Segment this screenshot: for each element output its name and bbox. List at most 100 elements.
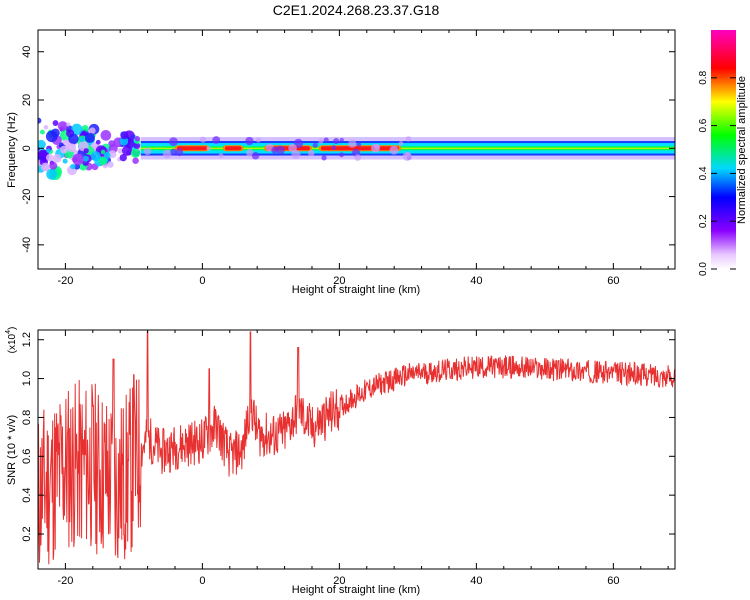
spectral-blob [339,152,344,158]
y-tick-label: 0.4 [21,488,33,503]
spectral-blob [291,149,301,159]
y-tick-label: 0.2 [21,526,33,541]
spectral-blob [66,122,71,127]
spectral-blob [119,153,127,162]
spectral-blob [39,129,45,135]
spectral-blob [206,146,211,151]
spectral-blob [43,124,49,130]
snr-multiplier: (x104) [5,327,18,354]
spectral-blob [199,136,207,143]
x-tick-label: 20 [333,275,345,287]
x-tick-label: 40 [470,575,482,587]
spectral-blob [356,142,362,147]
colorbar: 0.0 0.2 0.4 0.6 0.8 Normalized spectral ampl… [698,30,748,276]
spectral-blob [98,156,108,166]
spectral-blob [312,142,318,148]
spectral-blob [405,136,412,142]
x-tick-label: 60 [607,575,619,587]
spectral-blob [255,137,261,143]
spectral-blob [100,130,112,141]
spectral-blob [62,158,68,164]
spectrogram-xlabel: Height of straight line (km) [292,284,420,296]
snr-xlabel: Height of straight line (km) [292,584,420,596]
snr-panel: -20 0 20 40 60 1.2 1.0 0.8 0.6 0.4 0.2 Height of s… [5,327,676,596]
x-tick-label: -20 [57,575,73,587]
spectral-blob [162,149,172,159]
spectral-blob [60,145,69,154]
spectral-blob [339,137,344,143]
x-tick-label: 0 [199,575,205,587]
spectral-blob [354,154,362,161]
snr-multiplier-base: (x10 [7,333,18,353]
spectral-blob [38,117,42,124]
spectrogram-ticks: -20 0 20 40 60 40 20 0 -20 -40 [21,30,675,287]
spectral-blob [323,137,329,143]
snr-multiplier-close: ) [7,327,18,330]
spectral-blob [79,137,85,142]
spectral-blob [398,141,404,146]
snr-ylabel: SNR (10 * v/v) [6,415,18,485]
snr-series-line [38,331,675,565]
spectral-blob [134,136,141,142]
spectral-blob [212,136,221,144]
spectral-blob [132,157,139,164]
x-tick-label: 0 [199,275,205,287]
spectral-blob [251,151,260,160]
spectral-blob [51,128,60,138]
spectral-blob [307,149,315,157]
snr-ticks: -20 0 20 40 60 1.2 1.0 0.8 0.6 0.4 0.2 [21,330,675,587]
spectral-blob [46,168,58,180]
spectral-blob [218,153,224,158]
x-tick-label: 60 [607,275,619,287]
spectral-blob [107,161,114,168]
spectral-blob [271,146,279,154]
x-tick-label: 40 [470,275,482,287]
spectral-blob [405,152,411,157]
spectral-blob [276,145,285,155]
snr-frame [37,329,676,570]
spectral-blob [57,121,68,131]
spectral-blob [83,148,89,154]
y-tick-label: 1.0 [21,371,33,386]
spectral-blob [49,161,58,170]
y-tick-label: 0 [21,145,33,151]
spectral-blob [90,151,101,162]
spectral-blob [175,148,184,157]
spectral-blob [246,148,254,157]
spectral-blob [100,149,106,155]
spectral-blob [81,125,89,133]
colorbar-tick-label: 0.0 [698,262,709,276]
snr-multiplier-exp: 4 [5,330,12,334]
x-tick-label: -20 [57,275,73,287]
spectral-blob [74,163,81,170]
spectral-blob [120,131,129,140]
spectral-blob [81,130,87,136]
spectral-blob [389,145,399,155]
spectral-blob [38,139,46,150]
spectral-blob [117,148,124,154]
spectrogram-marks [38,117,675,181]
spectrogram-panel: -20 0 20 40 60 40 20 0 -20 -40 Height of straight… [6,29,676,296]
spectral-blob [82,155,89,162]
spectral-blob [45,153,54,162]
spectral-blob [331,145,337,150]
spectral-blob [84,132,95,143]
spectral-blob [72,156,78,163]
svg-text:(x104): (x104) [5,327,18,354]
y-tick-label: 1.2 [21,332,33,347]
spectral-blob [333,138,340,145]
spectral-blob [119,136,129,146]
y-tick-label: 0.8 [21,410,33,425]
spectral-blob [245,136,254,146]
spectral-blob [103,151,111,159]
colorbar-tick-label: 0.2 [698,214,709,228]
spectral-blob [170,148,177,156]
colorbar-tick-label: 0.8 [698,70,709,84]
colorbar-tick-label: 0.4 [698,166,709,180]
y-tick-label: 20 [21,94,33,106]
spectral-blob [40,162,50,172]
spectral-blob [121,145,133,156]
colorbar-ticks: 0.0 0.2 0.4 0.6 0.8 [698,70,736,276]
y-tick-label: 40 [21,46,33,58]
